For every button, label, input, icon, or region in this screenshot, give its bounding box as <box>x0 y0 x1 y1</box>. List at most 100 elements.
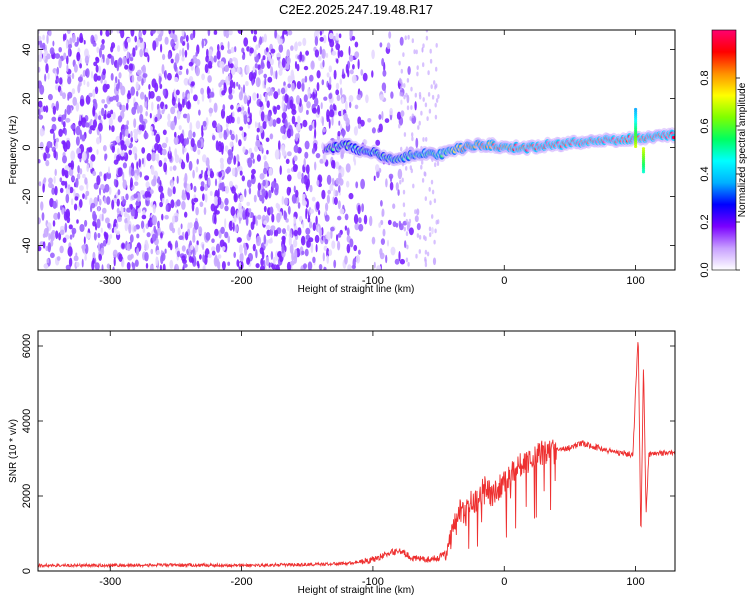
noise-speck <box>154 116 158 123</box>
noise-speck <box>81 244 86 250</box>
noise-speck <box>417 125 420 130</box>
noise-speck <box>322 235 325 242</box>
noise-speck <box>155 256 158 267</box>
noise-speck <box>319 30 322 36</box>
noise-speck <box>263 220 268 226</box>
noise-speck <box>335 82 340 90</box>
noise-speck <box>307 261 313 270</box>
noise-speck <box>195 166 199 173</box>
noise-speck <box>281 99 284 110</box>
noise-speck <box>229 220 233 228</box>
noise-speck <box>311 196 316 202</box>
noise-speck <box>98 122 103 132</box>
noise-speck <box>125 138 130 147</box>
noise-speck <box>79 168 83 175</box>
noise-speck <box>422 137 425 142</box>
noise-speck <box>275 70 278 80</box>
spike-mark <box>634 129 638 133</box>
noise-speck <box>232 111 235 118</box>
noise-speck <box>67 76 72 85</box>
noise-speck <box>206 48 209 58</box>
noise-speck <box>38 159 41 164</box>
noise-speck <box>195 244 199 253</box>
noise-speck <box>48 177 53 184</box>
noise-speck <box>141 157 144 165</box>
colorbar-tick-label: 0.6 <box>699 118 711 133</box>
noise-speck <box>303 263 307 269</box>
noise-speck <box>348 95 354 103</box>
noise-speck <box>246 257 251 265</box>
noise-speck <box>291 109 297 115</box>
noise-speck <box>124 222 128 232</box>
noise-speck <box>164 69 167 80</box>
noise-speck <box>82 193 85 200</box>
noise-speck <box>304 151 309 159</box>
noise-speck <box>281 57 286 68</box>
noise-speck <box>93 61 98 67</box>
noise-speck <box>295 123 301 132</box>
ridge-core <box>671 135 675 140</box>
noise-speck <box>164 248 167 254</box>
noise-speck <box>126 37 131 43</box>
noise-speck <box>181 245 186 252</box>
noise-speck <box>424 249 428 255</box>
noise-speck <box>141 78 144 86</box>
noise-speck <box>79 224 85 232</box>
noise-speck <box>180 161 186 170</box>
noise-speck <box>156 30 161 35</box>
noise-speck <box>190 87 193 94</box>
snr-y-tick-label: 2000 <box>21 484 33 508</box>
noise-speck <box>103 196 107 204</box>
noise-speck <box>251 173 255 180</box>
noise-speck <box>151 78 157 88</box>
colorbar: 0.0 0.2 0.4 0.6 0.8 Normalized spectral ampl… <box>699 29 748 278</box>
noise-speck <box>235 134 238 143</box>
noise-speck <box>429 58 433 64</box>
noise-speck <box>339 50 344 58</box>
noise-speck <box>255 44 259 50</box>
noise-speck <box>422 62 425 68</box>
noise-speck <box>174 76 179 83</box>
noise-speck <box>253 194 257 203</box>
noise-speck <box>79 185 84 191</box>
noise-speck <box>102 54 105 63</box>
noise-speck <box>381 110 384 121</box>
noise-speck <box>382 69 387 77</box>
noise-speck <box>403 212 406 218</box>
noise-speck <box>349 30 353 39</box>
noise-speck <box>414 92 417 98</box>
snr-frame <box>37 330 676 572</box>
noise-speck <box>267 76 273 83</box>
noise-speck <box>378 123 383 133</box>
noise-speck <box>217 143 223 153</box>
noise-speck <box>193 197 199 203</box>
noise-speck <box>314 234 320 244</box>
noise-speck <box>273 229 277 237</box>
noise-speck <box>429 200 432 206</box>
noise-speck <box>414 215 419 223</box>
noise-speck <box>124 128 129 137</box>
noise-speck <box>162 197 165 204</box>
noise-speck <box>281 195 284 205</box>
noise-speck <box>110 42 116 49</box>
noise-speck <box>248 208 252 213</box>
noise-speck <box>49 128 55 134</box>
noise-speck <box>314 49 320 58</box>
noise-speck <box>424 262 428 268</box>
noise-speck <box>215 243 221 253</box>
noise-speck <box>320 102 323 110</box>
noise-speck <box>410 105 413 110</box>
noise-speck <box>224 205 229 212</box>
noise-speck <box>139 113 144 123</box>
noise-speck <box>396 111 402 120</box>
noise-speck <box>136 38 141 48</box>
noise-speck <box>149 112 152 119</box>
noise-speck <box>151 233 157 242</box>
noise-speck <box>96 218 101 229</box>
spike-mark <box>634 125 638 129</box>
noise-speck <box>212 134 216 141</box>
noise-speck <box>93 231 97 241</box>
noise-speck <box>335 177 340 185</box>
noise-speck <box>188 256 193 263</box>
noise-speck <box>61 167 65 177</box>
